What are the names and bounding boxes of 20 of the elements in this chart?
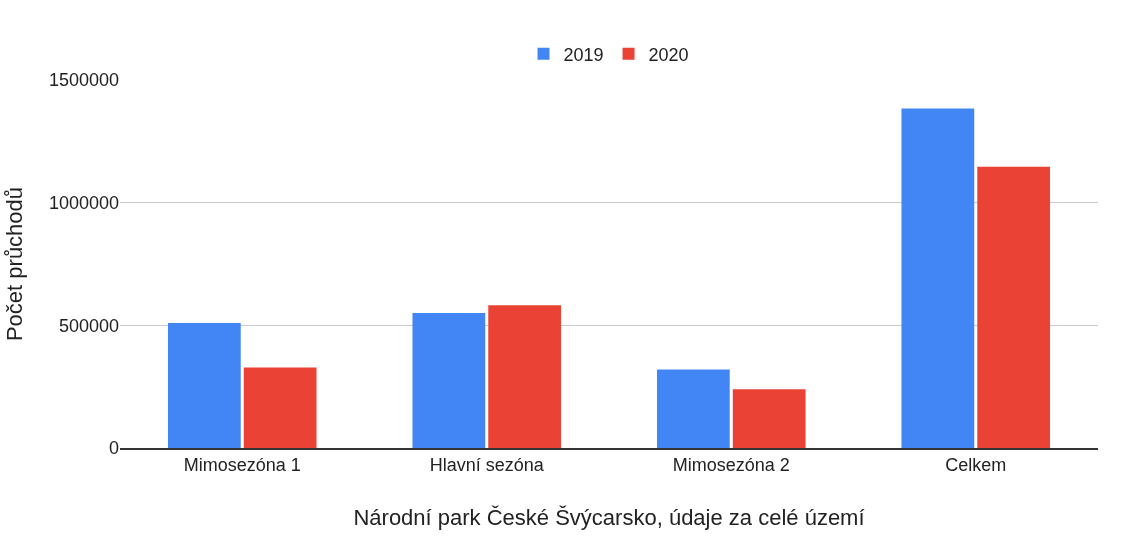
legend-label: 2019 (563, 44, 604, 65)
bar (977, 166, 1051, 448)
x-axis-title: Národní park České Švýcarsko, údaje za celé území (353, 504, 865, 530)
bar (243, 367, 317, 448)
y-axis-title: Počet průchodů (1, 186, 27, 342)
y-tick-label: 500000 (58, 315, 119, 336)
x-tick-label: Celkem (945, 455, 1007, 476)
bar (167, 322, 241, 448)
x-tick-label: Mimosezóna 1 (183, 455, 301, 476)
legend-label: 2020 (648, 44, 689, 65)
bar (656, 369, 730, 448)
x-tick-label: Hlavní sezóna (429, 455, 545, 476)
x-tick-label: Mimosezóna 2 (672, 455, 790, 476)
y-tick-label: 0 (108, 438, 119, 459)
bar (412, 313, 486, 448)
bar (901, 108, 975, 448)
y-tick-label: 1500000 (48, 70, 119, 91)
bar (488, 305, 562, 448)
y-tick-label: 1000000 (48, 192, 119, 213)
bar (732, 389, 806, 448)
